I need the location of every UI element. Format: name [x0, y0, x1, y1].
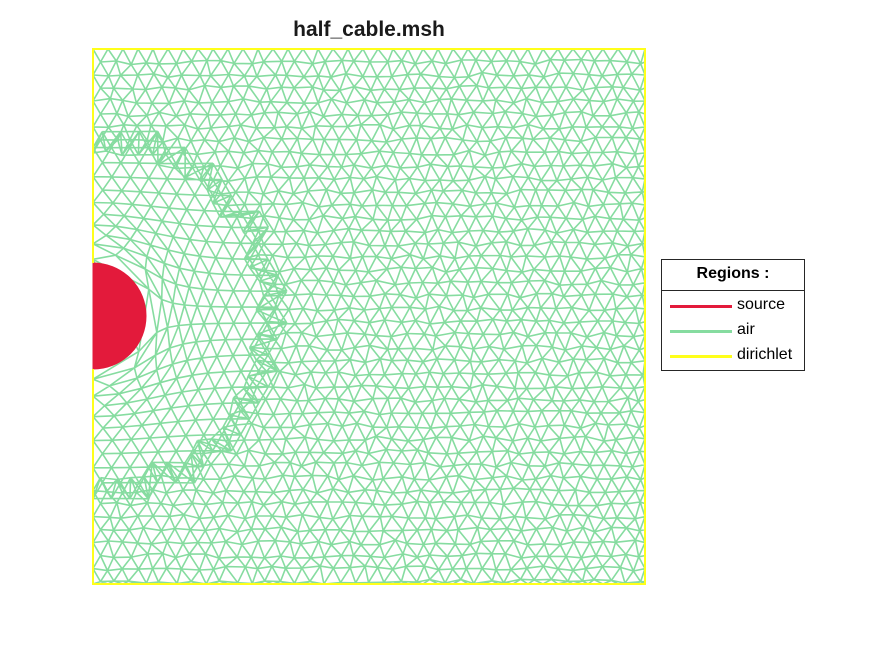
- legend-entry-dirichlet: dirichlet: [670, 346, 804, 366]
- legend-swatch-source: [670, 305, 732, 308]
- air-mesh: [93, 49, 645, 584]
- plot-title: half_cable.msh: [293, 18, 445, 41]
- legend-title: Regions :: [696, 265, 770, 282]
- legend-label-source: source: [737, 296, 786, 313]
- source-half-disk: [92, 262, 147, 370]
- legend-label-air: air: [737, 321, 755, 338]
- legend-entry-source: source: [670, 296, 804, 316]
- dirichlet-edge: [92, 48, 646, 585]
- legend-entry-air: air: [670, 321, 804, 341]
- dirichlet-boundary: [92, 48, 646, 585]
- air-mesh-edges: [93, 49, 645, 584]
- legend-label-dirichlet: dirichlet: [737, 346, 793, 363]
- legend-divider: [662, 290, 804, 291]
- legend-swatch-air: [670, 330, 732, 333]
- source-region: [92, 262, 147, 370]
- legend-swatch-dirichlet: [670, 355, 732, 358]
- legend: Regions : source air dirichlet: [661, 259, 805, 371]
